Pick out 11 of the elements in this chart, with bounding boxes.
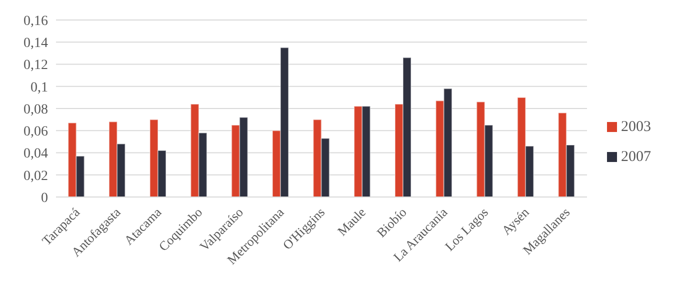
y-tick-label: 0,06 xyxy=(24,124,48,140)
y-tick-label: 0,14 xyxy=(24,36,48,52)
y-tick-label: 0,08 xyxy=(24,102,48,118)
y-tick-label: 0,12 xyxy=(24,58,48,74)
y-tick-label: 0 xyxy=(41,190,48,206)
y-tick-label: 0,02 xyxy=(24,168,48,184)
legend-label: 2007 xyxy=(621,148,651,164)
y-tick-label: 0,16 xyxy=(24,14,48,29)
y-tick-label: 0,1 xyxy=(30,80,48,96)
y-tick-label: 0,04 xyxy=(24,146,48,162)
legend-label: 2003 xyxy=(621,118,651,134)
